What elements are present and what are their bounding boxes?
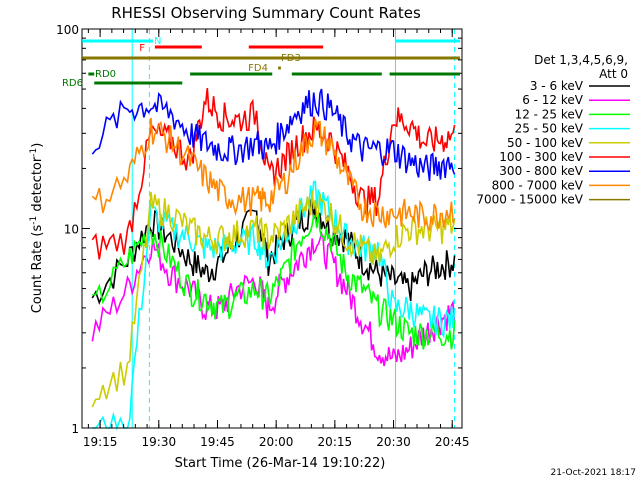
state-bar-label-f: F	[139, 43, 145, 54]
legend-header-1: Det 1,3,4,5,6,9,	[534, 53, 628, 67]
legend-header-2: Att 0	[599, 67, 628, 81]
x-tick-label: 20:15	[318, 435, 353, 449]
legend-label: 7000 - 15000 keV	[476, 193, 583, 207]
series-line-3-6-kev	[91, 196, 456, 305]
series-line-800-7000-kev	[91, 117, 456, 232]
footer-date: 21-Oct-2021 18:17	[551, 468, 636, 478]
legend-label: 3 - 6 keV	[530, 79, 584, 93]
state-bar-label-fd4: FD4	[248, 63, 268, 74]
x-tick-label: 20:45	[435, 435, 470, 449]
chart-title: RHESSI Observing Summary Count Rates	[111, 4, 421, 22]
x-tick-label: 20:00	[259, 435, 294, 449]
state-bars: NF FD3 FD4 RD0 RD6	[62, 36, 461, 89]
x-tick-label: 19:30	[142, 435, 177, 449]
y-axis-label-sup2: -1	[29, 148, 39, 157]
legend-label: 800 - 7000 keV	[492, 178, 584, 192]
legend-label: 6 - 12 keV	[522, 93, 584, 107]
x-tick-label: 19:45	[200, 435, 235, 449]
legend-label: 300 - 800 keV	[499, 164, 583, 178]
state-bar-label-fd3: FD3	[281, 53, 301, 64]
series-line-300-800-kev	[91, 88, 456, 181]
legend-label: 50 - 100 keV	[507, 136, 584, 150]
y-axis-label: Count Rate (s-1 detector-1)	[29, 143, 45, 314]
x-axis: 19:15 19:30 19:45 20:00 20:15 20:30 20:45	[83, 29, 470, 449]
series-line-12-25-kev	[92, 212, 456, 350]
legend-label: 12 - 25 keV	[515, 107, 584, 121]
y-axis-label-close: )	[30, 143, 45, 148]
state-bar-label-rd6: RD6	[62, 78, 83, 89]
series-line-100-300-kev	[91, 88, 456, 260]
x-tick-label: 20:30	[376, 435, 411, 449]
y-axis-label-sup1: -1	[29, 216, 39, 225]
y-tick-label: 10	[64, 223, 79, 237]
legend-label: 100 - 300 keV	[499, 150, 583, 164]
y-tick-label: 1	[71, 422, 79, 436]
state-bar-label-rd0: RD0	[95, 69, 116, 80]
x-axis-label: Start Time (26-Mar-14 19:10:22)	[175, 456, 386, 471]
y-tick-label: 100	[56, 23, 79, 37]
x-tick-label: 19:15	[83, 435, 118, 449]
state-bar-label-n: N	[154, 36, 161, 47]
series-line-50-100-kev	[91, 190, 456, 408]
y-axis-label-mid: detector	[30, 156, 45, 216]
legend-label: 25 - 50 keV	[515, 122, 584, 136]
y-axis: 1 10 100	[56, 23, 462, 436]
y-axis-label-main: Count Rate (s	[30, 225, 45, 314]
plot-layer	[91, 29, 456, 431]
